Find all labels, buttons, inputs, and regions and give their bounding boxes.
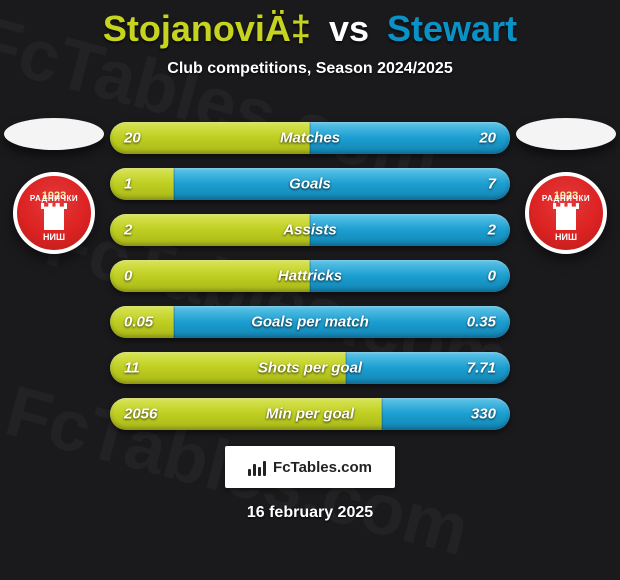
date-label: 16 february 2025 [0,504,620,522]
stat-value-left: 2056 [124,406,157,423]
stat-value-right: 0.35 [467,314,496,331]
stat-row: 2 2 Assists [110,214,510,246]
versus-text: vs [329,8,369,49]
stat-label: Shots per goal [258,360,362,377]
brand-text: FcTables.com [273,459,372,476]
branding-badge: FcTables.com [225,446,395,488]
stat-bar-right [310,214,510,246]
stat-row: 0 0 Hattricks [110,260,510,292]
stat-value-left: 1 [124,176,132,193]
player2-column: 1923 РАДНИЧКИ НИШ [516,118,616,254]
stat-bar-left [110,214,310,246]
crest-top-text: РАДНИЧКИ [542,194,590,203]
stat-bar-right [174,168,510,200]
stat-value-right: 2 [488,222,496,239]
subtitle: Club competitions, Season 2024/2025 [0,60,620,78]
player1-name: StojanoviÄ‡ [103,8,311,49]
comparison-bars: 20 20 Matches 1 7 Goals 2 2 Assists 0 0 Hattricks 0.… [110,122,510,430]
stat-value-right: 7.71 [467,360,496,377]
crest-bottom-text: НИШ [555,232,577,242]
player1-club-crest: 1923 РАДНИЧКИ НИШ [13,172,95,254]
player2-name: Stewart [387,8,517,49]
stat-label: Assists [283,222,336,239]
brand-chart-icon [248,458,268,476]
player2-silhouette [516,118,616,150]
stat-value-left: 0 [124,268,132,285]
stat-value-right: 20 [479,130,496,147]
page-title: StojanoviÄ‡ vs Stewart [0,0,620,50]
stat-value-left: 0.05 [124,314,153,331]
stat-row: 2056 330 Min per goal [110,398,510,430]
crest-top-text: РАДНИЧКИ [30,194,78,203]
stat-value-left: 2 [124,222,132,239]
crest-tower-icon [44,208,64,230]
stat-value-right: 0 [488,268,496,285]
stat-row: 0.05 0.35 Goals per match [110,306,510,338]
stat-row: 1 7 Goals [110,168,510,200]
stat-value-right: 7 [488,176,496,193]
stat-value-right: 330 [471,406,496,423]
stat-label: Matches [280,130,340,147]
stat-label: Hattricks [278,268,342,285]
crest-bottom-text: НИШ [43,232,65,242]
stat-bar-left [110,168,174,200]
stat-row: 11 7.71 Shots per goal [110,352,510,384]
crest-tower-icon [556,208,576,230]
stat-row: 20 20 Matches [110,122,510,154]
player1-column: 1923 РАДНИЧКИ НИШ [4,118,104,254]
stat-value-left: 20 [124,130,141,147]
player1-silhouette [4,118,104,150]
stat-label: Min per goal [266,406,354,423]
player2-club-crest: 1923 РАДНИЧКИ НИШ [525,172,607,254]
stat-label: Goals per match [251,314,369,331]
stat-value-left: 11 [124,360,140,377]
stat-label: Goals [289,176,331,193]
